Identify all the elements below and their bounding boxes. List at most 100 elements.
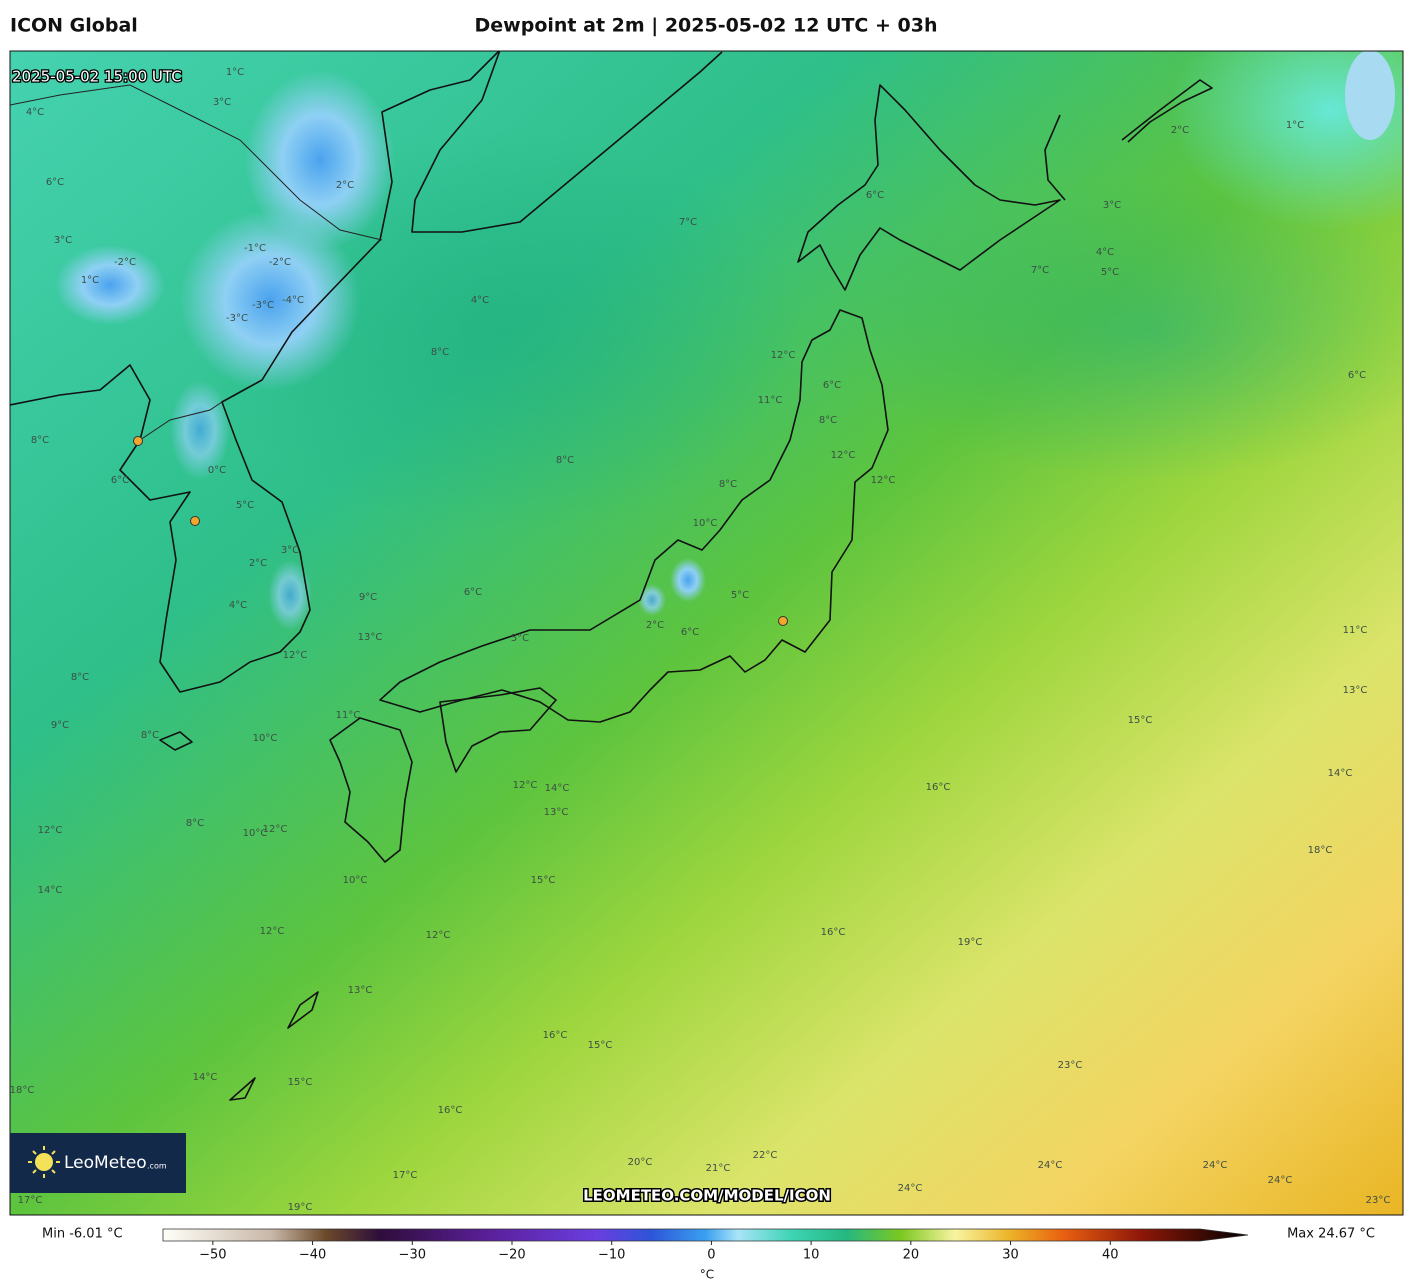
cold-area: [55, 245, 165, 325]
field-shade: [850, 180, 1403, 480]
contour-label: 10°C: [253, 733, 278, 744]
coastline: [329, 717, 413, 863]
coastline: [229, 991, 319, 1101]
contour-label: 11°C: [758, 395, 783, 406]
colorbar-bar: [162, 1228, 1249, 1242]
contour-label: 24°C: [898, 1183, 923, 1194]
contour-label: 7°C: [1031, 265, 1049, 276]
contour-labels: 1°C-1°C-2°C-3°C-4°C-3°C-2°C1°C2°C3°C4°C6…: [10, 67, 1391, 1213]
contour-label: 16°C: [821, 927, 846, 938]
contour-label: 15°C: [1128, 715, 1153, 726]
contour-label: 5°C: [1101, 267, 1119, 278]
contour-label: 12°C: [38, 825, 63, 836]
coastline: [1044, 114, 1066, 201]
contour-label: 21°C: [706, 1163, 731, 1174]
city-marker: [133, 436, 143, 446]
contour-label: 5°C: [511, 633, 529, 644]
cold-area: [170, 380, 230, 480]
contour-label: 1°C: [81, 275, 99, 286]
contour-label: -3°C: [252, 300, 274, 311]
contour-label: 9°C: [51, 720, 69, 731]
city-marker: [778, 616, 788, 626]
map-frame: [9, 50, 1404, 1216]
logo-name: LeoMeteo: [64, 1153, 147, 1173]
coastline: [379, 309, 889, 723]
contour-label: 6°C: [46, 177, 64, 188]
contour-label: 2°C: [249, 558, 267, 569]
contour-label: 13°C: [544, 807, 569, 818]
contour-label: 9°C: [359, 592, 377, 603]
contour-label: -3°C: [226, 313, 248, 324]
contour-label: 8°C: [71, 672, 89, 683]
contour-label: 13°C: [1343, 685, 1368, 696]
contour-label: 3°C: [281, 545, 299, 556]
coastline: [411, 51, 723, 233]
city-markers: [133, 436, 788, 626]
contour-label: 15°C: [531, 875, 556, 886]
max-label: Max 24.67 °C: [1287, 1227, 1375, 1242]
colorbar-unit: °C: [700, 1268, 714, 1282]
contour-label: 6°C: [464, 587, 482, 598]
contour-label: 14°C: [545, 783, 570, 794]
contour-label: 15°C: [588, 1040, 613, 1051]
contour-label: 7°C: [679, 217, 697, 228]
contour-label: 20°C: [628, 1157, 653, 1168]
coastline: [159, 731, 193, 751]
contour-label: 12°C: [260, 926, 285, 937]
contour-label: 19°C: [288, 1202, 313, 1213]
contour-label: 8°C: [719, 479, 737, 490]
contour-label: 19°C: [958, 937, 983, 948]
contour-label: -1°C: [244, 243, 266, 254]
colorbar-tick-label: −30: [399, 1248, 426, 1263]
contour-label: 12°C: [283, 650, 308, 661]
colorbar: −50 −40 −30 −20 −10 0 10 20 30 40: [162, 1228, 1249, 1263]
contour-label: 6°C: [866, 190, 884, 201]
contour-label: 18°C: [1308, 845, 1333, 856]
contour-label: 10°C: [693, 518, 718, 529]
contour-label: 2°C: [336, 180, 354, 191]
contour-label: 12°C: [263, 824, 288, 835]
contour-label: 10°C: [243, 828, 268, 839]
logo: LeoMeteo .com: [10, 1133, 186, 1193]
contour-label: 4°C: [1096, 247, 1114, 258]
contour-label: 22°C: [753, 1150, 778, 1161]
coastline: [439, 687, 557, 773]
contour-label: 12°C: [831, 450, 856, 461]
contour-label: 16°C: [543, 1030, 568, 1041]
colorbar-tick-label: 30: [1002, 1248, 1019, 1263]
contour-label: 2°C: [646, 620, 664, 631]
contour-label: 5°C: [236, 500, 254, 511]
contour-label: 6°C: [823, 380, 841, 391]
logo-rays: [28, 1146, 60, 1178]
country-border: [10, 84, 383, 441]
cold-area: [670, 558, 706, 602]
contour-label: 6°C: [111, 475, 129, 486]
contour-label: -4°C: [282, 295, 304, 306]
coastline: [797, 84, 1061, 291]
contour-label: 23°C: [1058, 1060, 1083, 1071]
colorbar-tick-label: −50: [199, 1248, 226, 1263]
city-marker: [190, 516, 200, 526]
contour-label: 1°C: [226, 67, 244, 78]
contour-label: 23°C: [1366, 1195, 1391, 1206]
contour-label: 4°C: [26, 107, 44, 118]
colorbar-tick-label: −40: [299, 1248, 326, 1263]
logo-sun: [35, 1153, 53, 1171]
contour-label: 5°C: [731, 590, 749, 601]
contour-label: 16°C: [438, 1105, 463, 1116]
logo-suffix: .com: [147, 1162, 167, 1171]
contour-label: 24°C: [1203, 1160, 1228, 1171]
contour-label: 8°C: [186, 818, 204, 829]
coastline: [1121, 79, 1213, 143]
contour-label: 4°C: [471, 295, 489, 306]
contour-label: 6°C: [681, 627, 699, 638]
colorbar-tick-label: −20: [498, 1248, 525, 1263]
cold-area: [245, 70, 395, 250]
contour-label: 15°C: [288, 1077, 313, 1088]
contour-label: -2°C: [114, 257, 136, 268]
contour-label: 13°C: [358, 632, 383, 643]
contour-label: 13°C: [348, 985, 373, 996]
contour-label: 2°C: [1171, 125, 1189, 136]
